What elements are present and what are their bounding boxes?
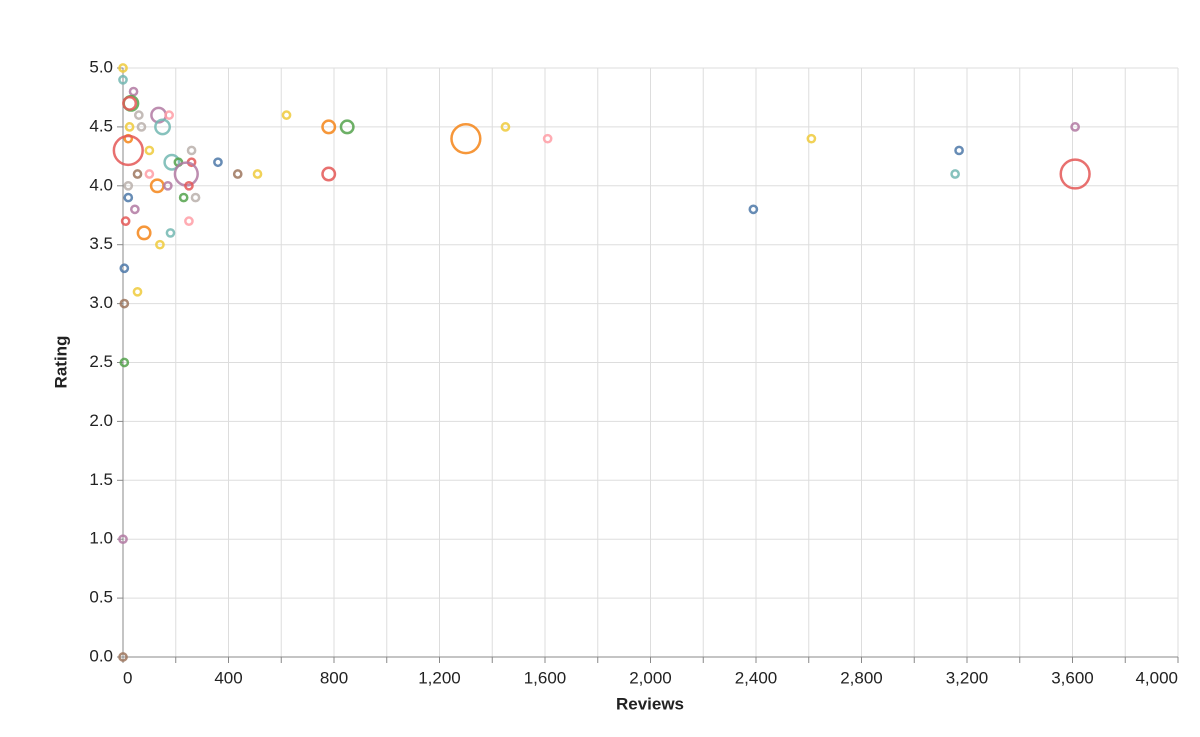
y-tick-label: 1.0 [89,529,113,548]
x-tick-label: 2,800 [840,668,883,687]
bubble [321,166,337,182]
bubble [132,169,143,179]
bubble [123,192,134,203]
x-axis-title: Reviews [616,694,684,713]
y-tick-label: 2.0 [89,411,113,430]
y-tick-label: 5.0 [89,57,113,76]
bubble [128,86,139,97]
x-tick-label: 4,000 [1135,668,1178,687]
bubble [954,145,964,156]
x-tick-label: 3,200 [946,668,989,687]
bubble [184,180,194,191]
bubble [213,157,223,168]
y-tick-label: 4.5 [89,116,113,135]
bubble [124,122,135,132]
bubble [136,225,152,241]
bubble [136,122,147,132]
y-axis-title: Rating [51,336,70,389]
y-tick-label: 3.5 [89,234,113,253]
bubble [118,652,128,662]
y-tick-label: 2.5 [89,352,113,371]
bubble [165,228,176,238]
bubble [232,169,243,179]
bubble [132,286,143,297]
bubble [130,204,140,215]
x-tick-label: 1,200 [418,668,461,687]
bubble [178,192,189,203]
bubble [123,180,134,191]
x-tick-label: 2,000 [629,668,672,687]
bubble [252,169,263,179]
bubble [186,145,197,156]
bubble [112,134,144,167]
x-tick-label: 0 [123,668,132,687]
bubble [164,110,175,120]
bubble [321,119,337,135]
y-tick-label: 3.0 [89,293,113,312]
bubble [1070,122,1080,132]
y-tick-label: 1.5 [89,470,113,489]
bubble [450,123,482,155]
x-tick-label: 400 [214,668,242,687]
bubble [748,204,759,215]
bubble [190,192,201,203]
bubble [133,110,144,120]
bubble [122,95,138,111]
bubble [1059,158,1091,190]
bubble [119,263,130,274]
bubble [162,180,173,191]
bubble [281,110,292,120]
x-tick-label: 3,600 [1051,668,1094,687]
bubble [118,534,128,545]
x-tick-label: 800 [320,668,348,687]
bubble [163,153,181,171]
bubble [118,63,128,73]
y-tick-label: 0.0 [89,646,113,665]
bubble [806,133,817,144]
bubble [500,122,511,132]
bubble [120,216,131,226]
x-tick-label: 1,600 [524,668,567,687]
bubble [184,216,194,226]
x-tick-label: 2,400 [735,668,778,687]
y-tick-label: 0.5 [89,588,113,607]
bubble [155,239,165,250]
bubble [119,357,130,368]
bubble [118,74,128,85]
bubble [144,169,155,179]
bubble [144,145,155,156]
bubble [950,169,960,179]
bubble [154,118,172,136]
bubble [119,298,130,309]
bubble [339,119,355,135]
y-tick-label: 4.0 [89,175,113,194]
bubble [542,133,553,144]
